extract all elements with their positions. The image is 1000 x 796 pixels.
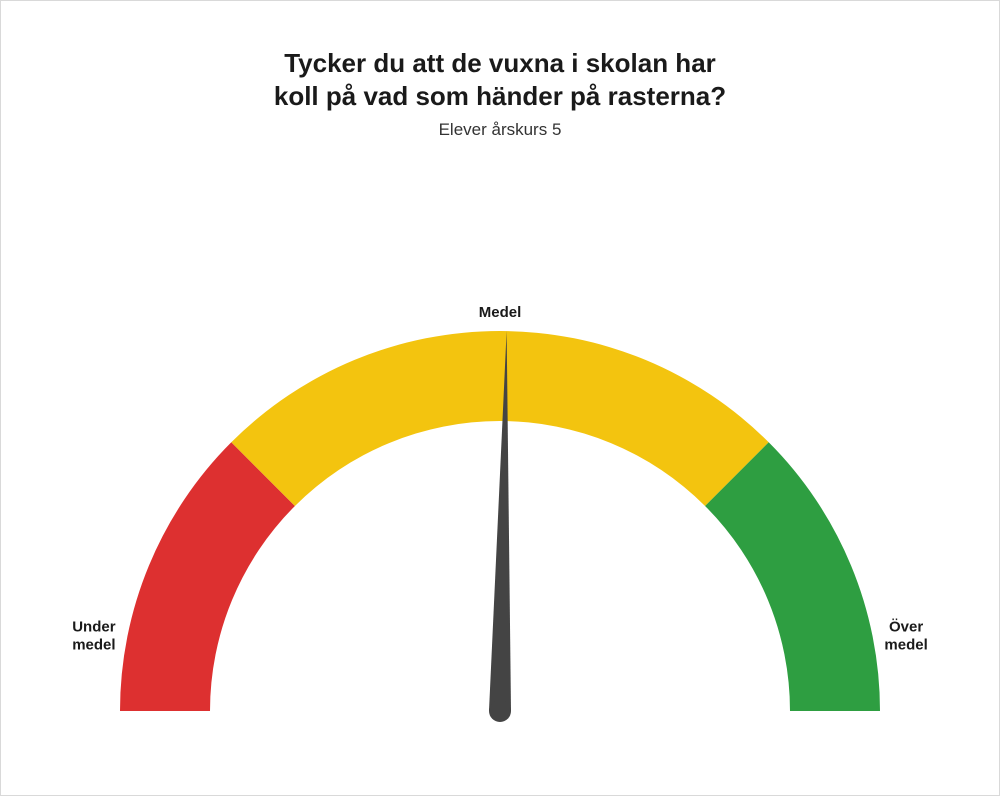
title-line-1: Tycker du att de vuxna i skolan har xyxy=(1,47,999,80)
gauge-label-right: medel xyxy=(884,636,927,653)
gauge-label-left: medel xyxy=(72,636,115,653)
gauge-hub xyxy=(489,700,511,722)
title-block: Tycker du att de vuxna i skolan har koll… xyxy=(1,47,999,140)
gauge-segment xyxy=(120,442,295,711)
subtitle: Elever årskurs 5 xyxy=(1,120,999,140)
gauge-chart: UndermedelMedelÖvermedel xyxy=(50,201,950,761)
gauge-label-right: Över xyxy=(889,618,923,635)
gauge-segment xyxy=(705,442,880,711)
title-line-2: koll på vad som händer på rasterna? xyxy=(1,80,999,113)
gauge-label-top: Medel xyxy=(479,304,522,321)
gauge-label-left: Under xyxy=(72,618,116,635)
chart-frame: Tycker du att de vuxna i skolan har koll… xyxy=(0,0,1000,796)
